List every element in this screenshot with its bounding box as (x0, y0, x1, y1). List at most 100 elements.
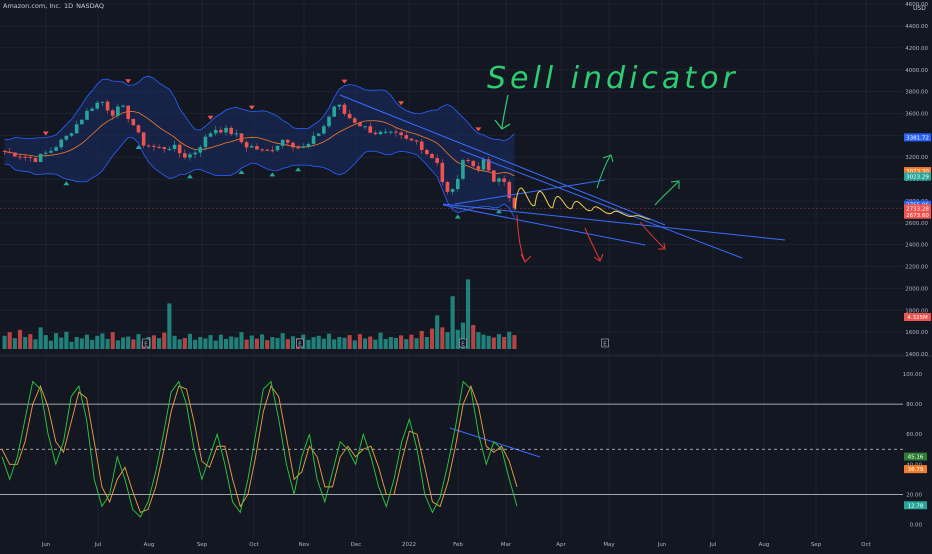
candle-body (203, 136, 208, 148)
time-tick-label: Oct (861, 542, 871, 548)
candle-body (378, 131, 383, 135)
volume-bar (213, 340, 218, 349)
earnings-marker-label: E (144, 342, 148, 348)
candle-body (219, 130, 223, 133)
stoch-tick-label: 100.00 (903, 372, 923, 378)
volume-bar (193, 339, 198, 349)
candle-body (347, 113, 352, 119)
volume-bar (424, 337, 429, 349)
price-label-box (904, 210, 931, 219)
volume-bar (414, 338, 419, 349)
bullish-arrow (654, 180, 680, 206)
candle-body (172, 144, 177, 149)
volume-bar (95, 335, 100, 349)
volume-bar (182, 337, 187, 349)
time-axis[interactable]: Jun Jul Aug Sep Oct Nov Dec 2022 Feb Mar Apr May Jun… (41, 542, 872, 548)
price-tick-label: 2200.00 (905, 265, 928, 271)
volume-bar (393, 337, 399, 349)
earnings-marker-box (601, 338, 609, 348)
candle-body (255, 146, 259, 150)
volume-bar (223, 338, 229, 349)
candle-body (121, 105, 125, 107)
candle-body (394, 131, 398, 133)
candle-body (126, 105, 130, 119)
candle-body (90, 108, 94, 111)
volume-bar (321, 338, 326, 349)
time-tick-label: 2022 (402, 542, 416, 548)
price-axis[interactable]: 4600.00 4400.00 4200.00 4000.00 3800.00 3600.… (0, 2, 931, 528)
candle-body (332, 106, 336, 117)
candle-body (116, 106, 120, 116)
candle-body (409, 138, 414, 141)
candle-body (306, 143, 311, 147)
buy-signal-marker (238, 170, 245, 175)
candle-body (342, 104, 347, 114)
volume-bar (290, 336, 296, 349)
volume-bar (476, 332, 481, 349)
candle-body (100, 101, 105, 103)
time-tick-label: Apr (556, 542, 566, 548)
candle-body (38, 153, 43, 163)
earnings-marker-label: E (461, 342, 465, 348)
time-tick-label: Oct (249, 542, 259, 548)
volume-bar (177, 339, 182, 349)
volume-bar (404, 339, 409, 349)
candle-body (435, 158, 439, 163)
price-label: 3381.72 (906, 135, 929, 141)
candle-body (440, 162, 445, 183)
sell-signal-marker (125, 79, 132, 84)
buy-signal-marker (295, 167, 302, 172)
time-tick-label: Aug (144, 542, 155, 548)
sell-signal-marker (207, 115, 214, 120)
time-tick-label: Aug (759, 542, 770, 548)
candle-body (450, 188, 455, 192)
volume-bar (187, 333, 193, 349)
volume-bar (275, 337, 280, 349)
user-drawings[interactable] (339, 94, 786, 458)
candle-body (162, 147, 167, 149)
candle-body (368, 126, 373, 133)
candle-body (249, 146, 254, 148)
volume-bar (244, 339, 249, 349)
candle-body (461, 160, 465, 179)
price-tick-label: 1800.00 (905, 308, 928, 314)
volume-bar (172, 335, 177, 349)
candle-body (311, 135, 316, 144)
volume-bar (131, 339, 136, 349)
candle-body (404, 135, 409, 139)
volume-bar (378, 332, 383, 349)
candle-body (136, 125, 141, 133)
volume-bar (249, 335, 254, 349)
bearish-arrow (516, 214, 532, 263)
volume-bar (38, 327, 43, 349)
candle-body (2, 150, 7, 152)
trendline-upper-2 (459, 149, 743, 259)
volume-bar (69, 341, 74, 349)
price-label-box (904, 133, 931, 142)
candle-body (59, 139, 64, 148)
time-tick-label: Dec (351, 542, 362, 548)
candle-body (389, 131, 393, 133)
candle-body (275, 145, 280, 151)
candle-body (486, 159, 491, 171)
volume-bar (440, 327, 445, 349)
interval-label: 1D (64, 2, 74, 10)
buy-signal-marker (269, 172, 276, 177)
volume-bar (486, 335, 491, 349)
candlesticks (2, 79, 517, 219)
time-tick-label: Jul (709, 542, 717, 548)
volume-bar (460, 322, 465, 349)
volume-bar (496, 334, 502, 349)
volume-bar (12, 338, 17, 349)
volume-bar (90, 339, 95, 349)
price-tick-label: 3800.00 (905, 90, 928, 96)
candle-body (146, 145, 151, 147)
volume-bar (265, 340, 270, 349)
volume-bar (352, 340, 357, 349)
volume-bar (316, 335, 321, 349)
time-tick-label: Feb (453, 542, 463, 548)
candle-body (18, 156, 22, 158)
volume-bar (363, 338, 368, 349)
